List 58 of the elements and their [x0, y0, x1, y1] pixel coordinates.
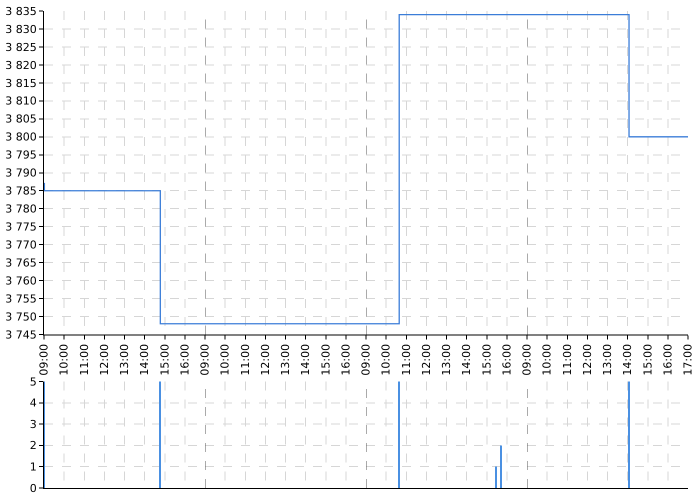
x-tick-label: 13:00	[440, 344, 454, 376]
x-tick-label: 15:00	[480, 344, 494, 376]
x-tick-label: 15:00	[641, 344, 654, 376]
x-tick-label: 11:00	[560, 344, 574, 376]
y-tick-label: 3 825	[5, 40, 37, 54]
y-tick-label: 3 780	[5, 202, 37, 216]
y-tick-label: 3 795	[5, 148, 37, 162]
x-tick-label: 15:00	[158, 344, 172, 376]
x-tick-label: 14:00	[138, 344, 152, 376]
x-tick-label: 09:00	[520, 344, 534, 376]
x-tick-label: 13:00	[601, 344, 614, 376]
y-tick-label: 3 760	[5, 274, 37, 288]
x-tick-label: 14:00	[460, 344, 474, 376]
y-tick-label: 3 785	[5, 184, 37, 198]
x-tick-label: 15:00	[319, 344, 332, 376]
x-tick-label: 17:00	[682, 344, 695, 376]
x-tick-label: 10:00	[380, 344, 393, 376]
y-tick-label: 3 835	[5, 4, 37, 18]
y-tick-label: 3	[30, 418, 37, 431]
x-tick-label: 09:00	[198, 344, 212, 376]
y-tick-label: 3 750	[5, 310, 37, 324]
y-tick-label: 3 770	[5, 238, 37, 252]
y-tick-label: 3 755	[5, 292, 37, 306]
y-tick-label: 3 810	[5, 94, 37, 108]
x-tick-label: 16:00	[178, 344, 192, 376]
y-tick-label: 3 765	[5, 256, 37, 270]
y-tick-label: 3 745	[5, 328, 37, 342]
x-tick-label: 12:00	[98, 344, 111, 376]
x-tick-label: 13:00	[279, 344, 292, 376]
x-tick-label: 12:00	[258, 344, 272, 376]
y-tick-label: 0	[30, 482, 37, 495]
y-tick-label: 3 830	[5, 22, 37, 36]
y-tick-label: 2	[30, 439, 37, 452]
y-tick-label: 3 800	[5, 130, 37, 144]
x-tick-label: 14:00	[299, 344, 312, 376]
x-tick-label: 09:00	[360, 344, 373, 376]
x-tick-label: 10:00	[58, 344, 71, 376]
x-tick-label: 16:00	[500, 344, 514, 376]
y-tick-label: 3 815	[5, 76, 37, 90]
y-tick-label: 3 775	[5, 220, 37, 234]
x-tick-label: 10:00	[218, 344, 232, 376]
y-tick-label: 3 790	[5, 166, 37, 180]
x-tick-label: 16:00	[661, 344, 674, 376]
x-tick-label: 09:00	[38, 344, 51, 376]
x-tick-label: 16:00	[339, 344, 352, 376]
x-tick-label: 11:00	[78, 344, 91, 376]
y-tick-label: 1	[30, 460, 37, 474]
x-tick-label: 12:00	[420, 344, 433, 376]
y-tick-label: 5	[30, 375, 37, 388]
x-tick-label: 10:00	[540, 344, 554, 376]
y-tick-label: 3 820	[5, 58, 37, 72]
x-tick-label: 13:00	[118, 344, 132, 376]
x-tick-label: 11:00	[400, 344, 413, 376]
x-tick-label: 11:00	[238, 344, 252, 376]
x-tick-label: 12:00	[580, 344, 594, 376]
y-tick-label: 4	[30, 396, 37, 410]
y-tick-label: 3 805	[5, 112, 37, 126]
x-tick-label: 14:00	[621, 344, 634, 376]
